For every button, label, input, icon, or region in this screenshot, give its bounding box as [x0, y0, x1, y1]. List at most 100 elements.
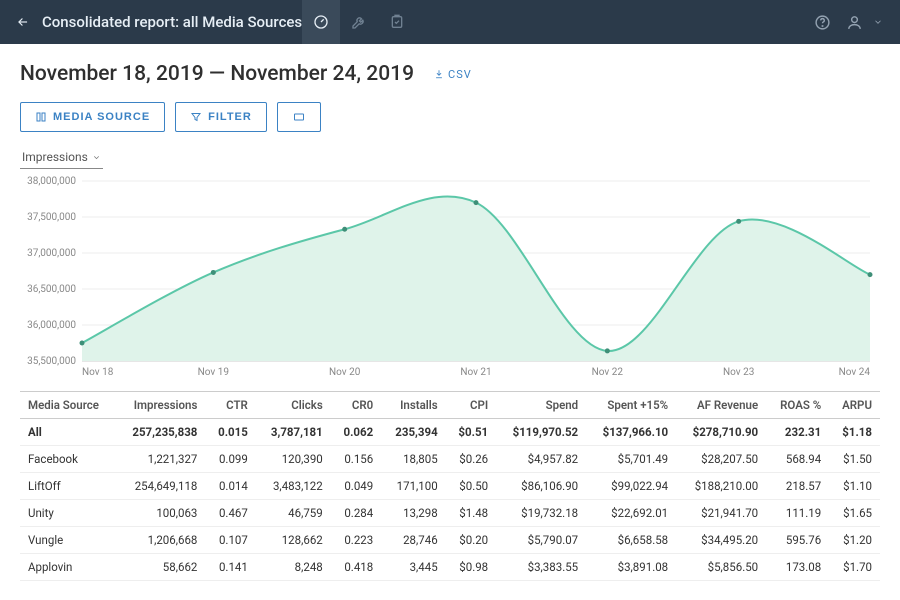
table-cell: 13,298 — [381, 500, 445, 527]
table-column-header[interactable]: Media Source — [20, 392, 116, 419]
table-column-header[interactable]: ARPU — [829, 392, 880, 419]
table-cell: 58,662 — [116, 554, 205, 581]
table-body: All257,235,8380.0153,787,1810.062235,394… — [20, 419, 880, 581]
table-column-header[interactable]: CTR — [205, 392, 255, 419]
svg-text:Nov 24: Nov 24 — [839, 367, 871, 378]
table-row: Vungle1,206,6680.107128,6620.22328,746$0… — [20, 527, 880, 554]
top-bar: Consolidated report: all Media Sources — [0, 0, 900, 44]
table-cell: 0.284 — [331, 500, 381, 527]
back-icon[interactable] — [14, 13, 32, 31]
table-cell: 3,483,122 — [256, 473, 331, 500]
table-cell: 0.049 — [331, 473, 381, 500]
table-cell: 28,746 — [381, 527, 445, 554]
table-cell: 0.418 — [331, 554, 381, 581]
svg-text:Nov 19: Nov 19 — [198, 367, 229, 378]
table-column-header[interactable]: Clicks — [256, 392, 331, 419]
date-row: November 18, 2019 — November 24, 2019 CS… — [20, 62, 880, 86]
table-cell: 0.141 — [205, 554, 255, 581]
svg-text:35,500,000: 35,500,000 — [27, 356, 76, 367]
table-cell: Vungle — [20, 527, 116, 554]
svg-text:36,500,000: 36,500,000 — [27, 284, 76, 295]
table-cell: 257,235,838 — [116, 419, 205, 446]
help-icon[interactable] — [806, 0, 838, 44]
layout-button[interactable] — [277, 102, 321, 132]
table-cell: 595.76 — [766, 527, 829, 554]
table-column-header[interactable]: CR0 — [331, 392, 381, 419]
table-cell: 0.156 — [331, 446, 381, 473]
table-column-header[interactable]: Spend — [496, 392, 586, 419]
table-header-row: Media SourceImpressionsCTRClicksCR0Insta… — [20, 392, 880, 419]
media-source-button[interactable]: MEDIA SOURCE — [20, 102, 165, 132]
table-cell: $119,970.52 — [496, 419, 586, 446]
table-cell: $1.70 — [829, 554, 880, 581]
filter-button[interactable]: FILTER — [175, 102, 267, 132]
table-cell: 46,759 — [256, 500, 331, 527]
table-cell: $34,495.20 — [676, 527, 766, 554]
svg-text:Nov 21: Nov 21 — [460, 367, 491, 378]
chevron-down-icon[interactable] — [870, 0, 886, 44]
table-cell: $4,957.82 — [496, 446, 586, 473]
table-cell: $0.50 — [446, 473, 496, 500]
table-cell: 8,248 — [256, 554, 331, 581]
table-cell: 173.08 — [766, 554, 829, 581]
metric-selector[interactable]: Impressions — [20, 148, 103, 169]
table-row: All257,235,8380.0153,787,1810.062235,394… — [20, 419, 880, 446]
table-cell: 568.94 — [766, 446, 829, 473]
table-cell: $19,732.18 — [496, 500, 586, 527]
table-cell: 3,445 — [381, 554, 445, 581]
svg-text:37,000,000: 37,000,000 — [27, 248, 76, 259]
table-cell: 1,206,668 — [116, 527, 205, 554]
table-row: Applovin58,6620.1418,2480.4183,445$0.98$… — [20, 554, 880, 581]
table-cell: Applovin — [20, 554, 116, 581]
csv-export-link[interactable]: CSV — [434, 68, 472, 81]
table-cell: $0.51 — [446, 419, 496, 446]
table-cell: 171,100 — [381, 473, 445, 500]
date-range-title: November 18, 2019 — November 24, 2019 — [20, 62, 414, 86]
table-cell: $28,207.50 — [676, 446, 766, 473]
table-cell: $1.20 — [829, 527, 880, 554]
table-cell: $6,658.58 — [586, 527, 676, 554]
content-area: November 18, 2019 — November 24, 2019 CS… — [0, 44, 900, 589]
tab-dashboard[interactable] — [302, 0, 340, 44]
user-icon[interactable] — [838, 0, 870, 44]
table-cell: $0.20 — [446, 527, 496, 554]
impressions-chart: 35,500,000 36,000,000 36,500,000 37,000,000… — [20, 173, 880, 383]
table-cell: $188,210.00 — [676, 473, 766, 500]
filter-label: FILTER — [208, 111, 252, 123]
table-cell: $5,856.50 — [676, 554, 766, 581]
table-cell: Unity — [20, 500, 116, 527]
table-cell: 128,662 — [256, 527, 331, 554]
table-cell: 0.099 — [205, 446, 255, 473]
table-cell: $1.50 — [829, 446, 880, 473]
table-cell: 0.014 — [205, 473, 255, 500]
table-cell: 1,221,327 — [116, 446, 205, 473]
table-cell: 254,649,118 — [116, 473, 205, 500]
svg-text:Nov 23: Nov 23 — [723, 367, 754, 378]
table-cell: 0.467 — [205, 500, 255, 527]
tab-tasks[interactable] — [378, 0, 416, 44]
table-column-header[interactable]: Installs — [381, 392, 445, 419]
table-column-header[interactable]: Spent +15% — [586, 392, 676, 419]
table-column-header[interactable]: Impressions — [116, 392, 205, 419]
svg-text:36,000,000: 36,000,000 — [27, 320, 76, 331]
svg-text:38,000,000: 38,000,000 — [27, 176, 76, 187]
table-cell: $5,701.49 — [586, 446, 676, 473]
table-row: Unity100,0630.46746,7590.28413,298$1.48$… — [20, 500, 880, 527]
table-cell: All — [20, 419, 116, 446]
metric-label: Impressions — [22, 150, 88, 164]
tab-tools[interactable] — [340, 0, 378, 44]
table-cell: LiftOff — [20, 473, 116, 500]
table-column-header[interactable]: AF Revenue — [676, 392, 766, 419]
table-column-header[interactable]: CPI — [446, 392, 496, 419]
table-cell: $137,966.10 — [586, 419, 676, 446]
svg-text:Nov 22: Nov 22 — [592, 367, 624, 378]
table-column-header[interactable]: ROAS % — [766, 392, 829, 419]
table-cell: 235,394 — [381, 419, 445, 446]
table-cell: $22,692.01 — [586, 500, 676, 527]
page-title: Consolidated report: all Media Sources — [42, 13, 302, 31]
table-cell: Facebook — [20, 446, 116, 473]
table-cell: 0.107 — [205, 527, 255, 554]
table-cell: $5,790.07 — [496, 527, 586, 554]
table-cell: 218.57 — [766, 473, 829, 500]
table-cell: $1.10 — [829, 473, 880, 500]
